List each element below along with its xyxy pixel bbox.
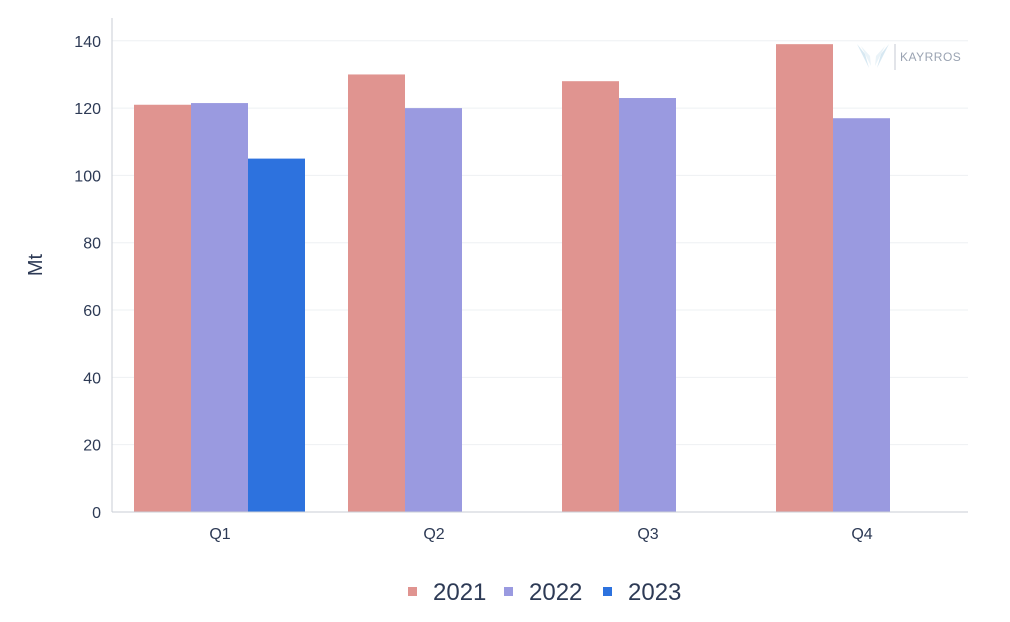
y-tick-label: 0 bbox=[92, 505, 101, 522]
y-tick-label: 40 bbox=[83, 370, 101, 387]
x-tick-labels: Q1 Q2 Q3 Q4 bbox=[209, 526, 872, 543]
legend: 2021 2022 2023 bbox=[408, 579, 681, 606]
y-tick-label: 60 bbox=[83, 303, 101, 320]
y-tick-label: 100 bbox=[74, 168, 101, 185]
legend-swatch-2022 bbox=[504, 587, 513, 596]
y-tick-label: 80 bbox=[83, 236, 101, 253]
legend-label-2021: 2021 bbox=[433, 579, 486, 606]
wing-icon bbox=[857, 44, 889, 68]
logo-text: KAYRROS bbox=[900, 50, 961, 64]
bar-q1-2022 bbox=[191, 103, 248, 513]
bar-q3-2022 bbox=[619, 98, 676, 513]
y-tick-label: 120 bbox=[74, 101, 101, 118]
y-tick-label: 140 bbox=[74, 34, 101, 51]
bars bbox=[134, 44, 890, 513]
bar-q2-2021 bbox=[348, 74, 405, 513]
y-tick-labels: 0 20 40 60 80 100 120 140 bbox=[74, 34, 101, 522]
legend-label-2022: 2022 bbox=[529, 579, 582, 606]
x-tick-label: Q4 bbox=[851, 526, 872, 543]
bar-q1-2021 bbox=[134, 104, 191, 512]
y-tick-label: 20 bbox=[83, 438, 101, 455]
legend-label-2023: 2023 bbox=[628, 579, 681, 606]
x-tick-label: Q2 bbox=[423, 526, 444, 543]
bar-q1-2023 bbox=[248, 158, 305, 512]
bar-q4-2022 bbox=[833, 118, 890, 512]
axes bbox=[111, 18, 968, 513]
legend-swatch-2023 bbox=[603, 587, 612, 596]
legend-swatch-2021 bbox=[408, 587, 417, 596]
bar-q2-2022 bbox=[405, 108, 462, 512]
x-tick-label: Q3 bbox=[637, 526, 658, 543]
y-axis-label: Mt bbox=[25, 253, 47, 276]
kayrros-logo: KAYRROS bbox=[857, 44, 961, 70]
x-tick-label: Q1 bbox=[209, 526, 230, 543]
bar-q4-2021 bbox=[776, 44, 833, 513]
bar-q3-2021 bbox=[562, 81, 619, 512]
